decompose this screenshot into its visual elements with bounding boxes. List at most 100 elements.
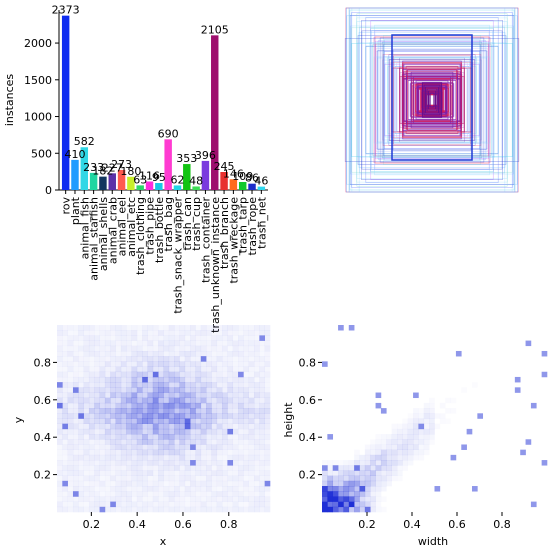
- heatmap-cell: [110, 418, 116, 424]
- heatmap-cell: [104, 376, 111, 383]
- heatmap-cell: [216, 460, 223, 466]
- heatmap-cell: [211, 397, 218, 404]
- heatmap-cell: [110, 340, 116, 347]
- heatmap-cell: [232, 449, 239, 456]
- heatmap-cell: [327, 434, 334, 440]
- bar-value-label: 116: [139, 169, 160, 182]
- heatmap-cell: [120, 340, 127, 347]
- bbox-outline: [365, 46, 499, 154]
- heatmap-y-tick-label: 0.2: [34, 469, 52, 482]
- heatmap-cell: [222, 325, 228, 331]
- heatmap-cell: [168, 361, 175, 367]
- bar-value-label: 109: [232, 170, 253, 183]
- heatmap-cell: [168, 475, 175, 482]
- bbox-outline: [424, 86, 440, 114]
- bar: [155, 183, 163, 190]
- heatmap-cell: [126, 470, 132, 476]
- heatmap-cell: [174, 335, 180, 341]
- heatmap-cell: [126, 506, 132, 513]
- heatmap-cell: [57, 501, 63, 508]
- heatmap-cell: [322, 491, 328, 497]
- heatmap-cell: [147, 397, 154, 404]
- heatmap-cell: [110, 444, 116, 450]
- heatmap-cell: [238, 475, 244, 482]
- heatmap-cell: [174, 449, 180, 456]
- heatmap-cell: [168, 418, 175, 424]
- bar: [211, 35, 219, 190]
- bbox-outline: [425, 93, 439, 107]
- heatmap-cell: [136, 423, 143, 430]
- heatmap-cell: [248, 460, 255, 466]
- heatmap-cell: [195, 325, 201, 330]
- heatmap-cell: [248, 428, 255, 435]
- heatmap-cell: [254, 428, 260, 435]
- heatmap-cell: [67, 408, 74, 414]
- heatmap-cell: [174, 366, 180, 373]
- heatmap-cell: [243, 345, 249, 352]
- heatmap-cell: [104, 335, 111, 341]
- heatmap-cell: [99, 501, 106, 508]
- heatmap-cell: [147, 371, 154, 378]
- heatmap-cell: [259, 501, 265, 508]
- heatmap-cell: [343, 480, 350, 487]
- heatmap-cell: [120, 392, 127, 399]
- heatmap-cell: [163, 330, 170, 336]
- heatmap-cell: [232, 413, 239, 419]
- heatmap-cell: [248, 506, 255, 513]
- heatmap-cell: [67, 434, 74, 440]
- heatmap-cell: [216, 345, 223, 352]
- heatmap-cell: [57, 486, 63, 492]
- heatmap-cell: [232, 475, 239, 482]
- heatmap-cell: [110, 350, 116, 357]
- heatmap-cell: [83, 387, 90, 393]
- heatmap-cell: [67, 340, 74, 347]
- heatmap-cell: [168, 376, 175, 383]
- heatmap-cell: [88, 387, 95, 393]
- heatmap-cell: [120, 418, 127, 424]
- heatmap-cell: [94, 376, 100, 383]
- heatmap-cell: [131, 501, 138, 508]
- heatmap-cell: [238, 361, 244, 367]
- bbox-outline: [370, 28, 494, 172]
- heatmap-cell: [57, 335, 63, 341]
- heatmap-cell: [338, 501, 344, 508]
- bar-value-label: 2373: [52, 4, 80, 17]
- heatmap-cell: [152, 330, 159, 336]
- heatmap-cell: [259, 340, 265, 347]
- heatmap-cell: [232, 470, 239, 476]
- bbox-outline: [381, 41, 483, 159]
- heatmap-cell: [248, 480, 255, 487]
- bar-x-tick-label: animal_crab: [106, 197, 119, 264]
- heatmap-cell: [110, 387, 116, 393]
- heatmap-cell: [322, 460, 328, 465]
- heatmap-cell: [211, 413, 218, 419]
- heatmap-cell: [190, 361, 196, 367]
- heatmap-cell: [423, 413, 430, 419]
- heatmap-cell: [104, 496, 111, 502]
- heatmap-cell: [142, 454, 148, 461]
- heatmap-cell: [126, 423, 132, 430]
- heatmap-cell: [359, 470, 366, 476]
- heatmap-cell: [200, 408, 207, 414]
- heatmap-cell: [147, 428, 154, 435]
- heatmap-cell: [67, 475, 74, 482]
- heatmap-cell: [174, 423, 180, 430]
- heatmap-cell: [424, 403, 430, 408]
- bar-x-tick-label: animal_etc: [125, 197, 138, 257]
- heatmap-cell: [62, 376, 68, 383]
- heatmap-cell: [227, 491, 234, 497]
- heatmap-cell: [88, 439, 95, 445]
- heatmap-cell: [179, 480, 186, 487]
- heatmap-cell: [243, 486, 249, 492]
- heatmap-cell: [195, 454, 202, 461]
- heatmap-cell: [195, 382, 202, 388]
- heatmap-cell: [190, 413, 196, 419]
- heatmap-cell: [418, 434, 425, 440]
- heatmap-cell: [168, 345, 175, 352]
- heatmap-cell: [380, 470, 387, 476]
- heatmap-cell: [190, 350, 196, 357]
- heatmap-cell: [248, 449, 255, 456]
- heatmap-cell: [67, 423, 74, 430]
- heatmap-cell: [227, 376, 234, 383]
- heatmap-cell: [397, 465, 403, 470]
